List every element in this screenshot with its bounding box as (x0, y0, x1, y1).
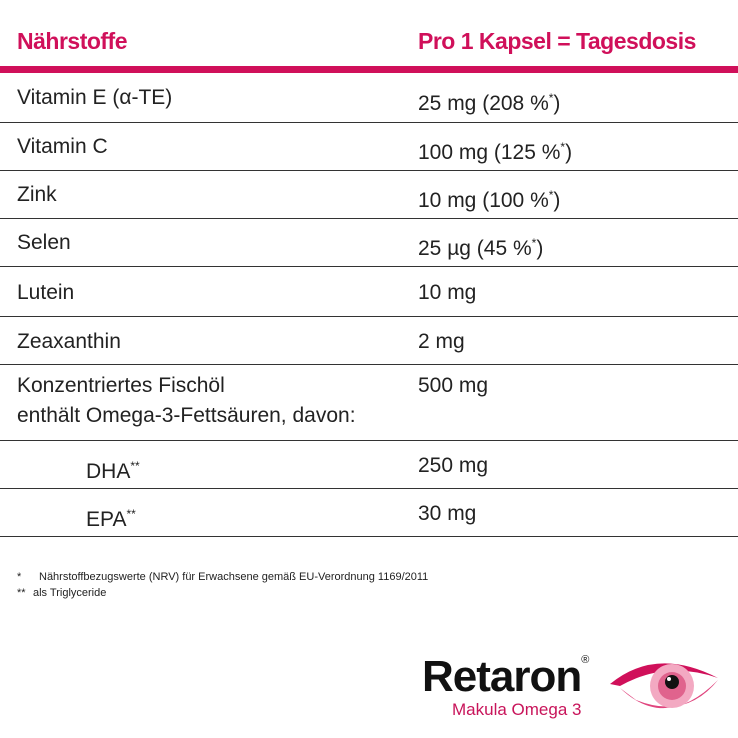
nutrient-value: 10 mg (418, 281, 477, 304)
nutrient-value: 10 mg (100 %*) (418, 188, 561, 212)
nutrient-name: Selen (17, 231, 71, 254)
nutrient-name: DHA** (86, 459, 140, 483)
nutrient-value: 250 mg (418, 454, 489, 477)
table-row: Vitamin E (α-TE) 25 mg (208 %*) (0, 73, 738, 123)
table-row: DHA** 250 mg (0, 441, 738, 489)
table-row: EPA** 30 mg (0, 489, 738, 537)
table-row: Lutein 10 mg (0, 267, 738, 317)
table-row: Zink 10 mg (100 %*) (0, 171, 738, 219)
table-row: Konzentriertes Fischöl enthält Omega-3-F… (0, 365, 738, 441)
footnote: * Nährstoffbezugswerte (NRV) für Erwachse… (17, 571, 429, 583)
footnote: ** als Triglyceride (17, 587, 107, 599)
nutrient-value: 25 µg (45 %*) (418, 236, 544, 260)
nutrient-name: Zink (17, 183, 57, 206)
table-row: Zeaxanthin 2 mg (0, 317, 738, 365)
table-row: Selen 25 µg (45 %*) (0, 219, 738, 267)
nutrient-value: 500 mg (418, 374, 489, 397)
nutrient-name: Lutein (17, 281, 75, 304)
brand-subtitle: Makula Omega 3 (452, 700, 582, 719)
nutrient-name: Vitamin C (17, 135, 108, 158)
nutrient-value: 25 mg (208 %*) (418, 91, 561, 115)
nutrient-name-line2: enthält Omega-3-Fettsäuren, davon: (17, 404, 356, 427)
eye-icon (610, 663, 718, 709)
nutrient-value: 30 mg (418, 502, 477, 525)
column-header-dose: Pro 1 Kapsel = Tagesdosis (418, 28, 696, 54)
brand-logo: Retaron® (422, 652, 589, 701)
nutrient-value: 2 mg (418, 330, 465, 353)
nutrient-name: Vitamin E (α-TE) (17, 86, 173, 109)
nutrient-name: Zeaxanthin (17, 330, 121, 353)
header-divider (0, 66, 738, 73)
nutrient-name: Konzentriertes Fischöl (17, 374, 225, 397)
nutrient-value: 100 mg (125 %*) (418, 140, 573, 164)
table-row: Vitamin C 100 mg (125 %*) (0, 123, 738, 171)
nutrient-name: EPA** (86, 507, 136, 531)
column-header-nutrients: Nährstoffe (17, 28, 128, 54)
